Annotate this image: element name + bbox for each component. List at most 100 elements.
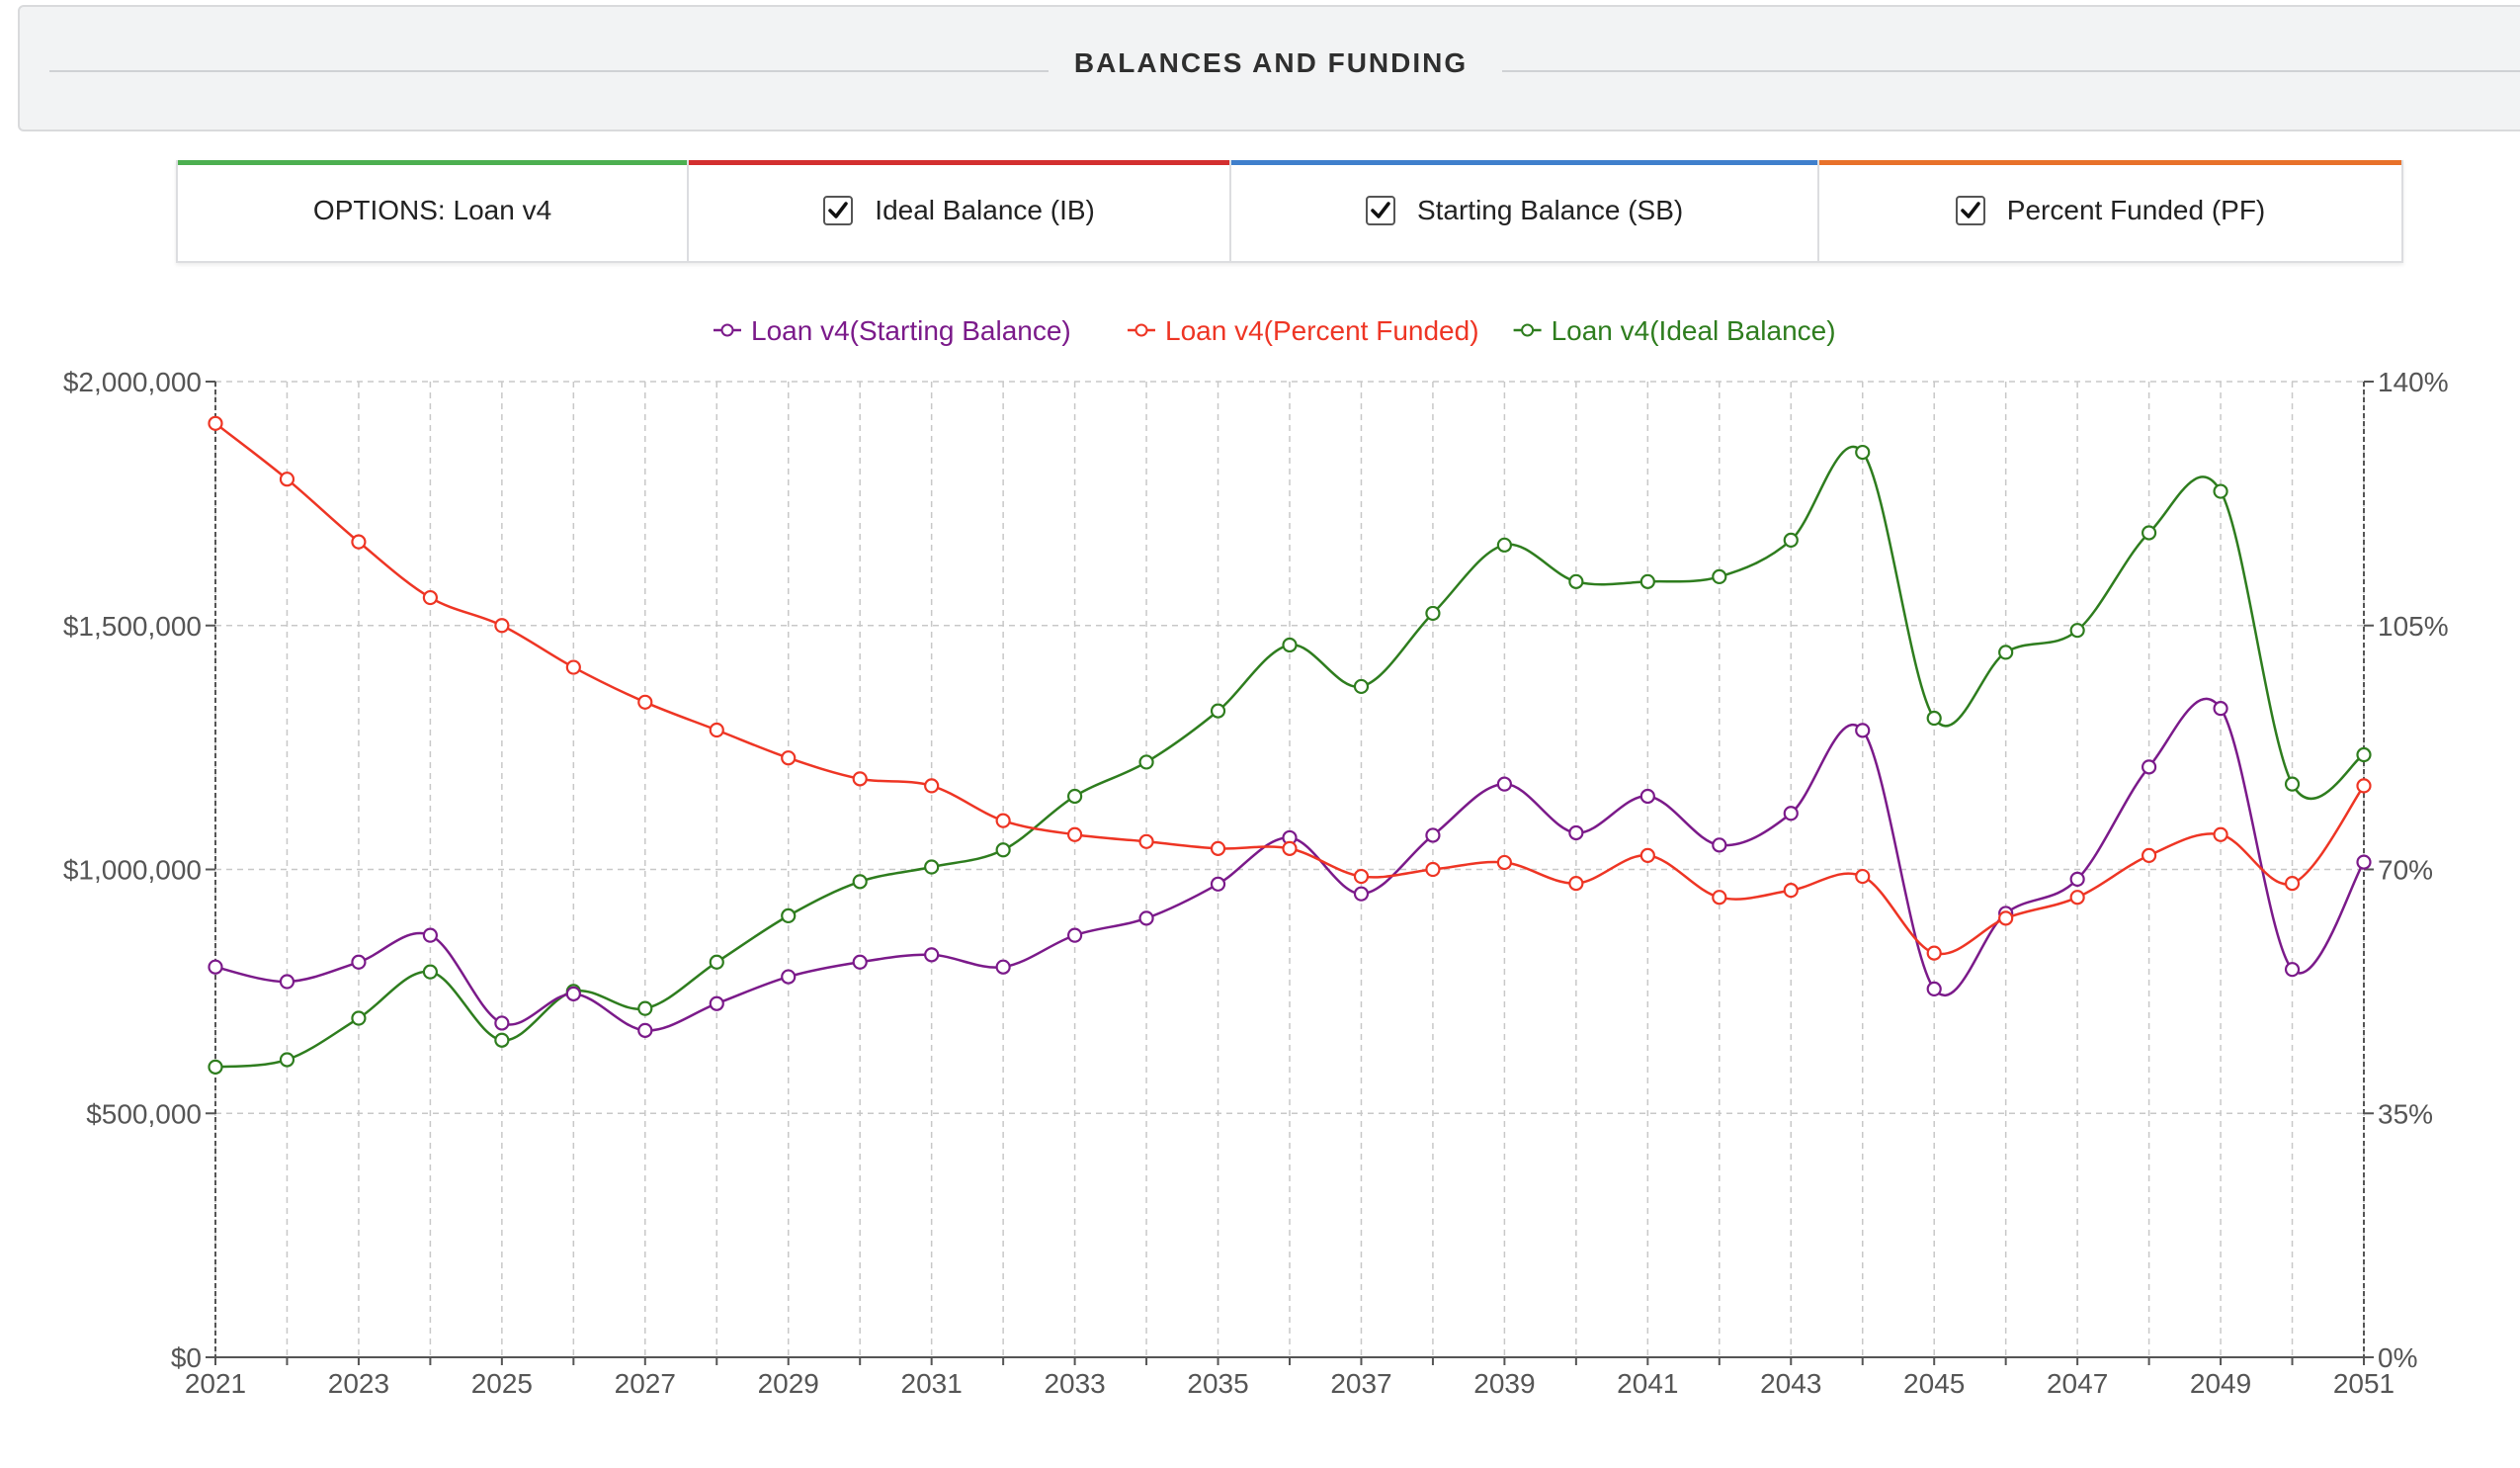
series-loan-v4-percent-funded-point[interactable] <box>1353 868 1370 885</box>
series-loan-v4-ideal-balance-point[interactable] <box>2069 623 2085 639</box>
series-loan-v4-starting-balance-point[interactable] <box>1855 723 1871 738</box>
series-loan-v4-starting-balance-point[interactable] <box>422 927 438 943</box>
series-loan-v4-percent-funded-point[interactable] <box>1639 847 1655 864</box>
series-loan-v4-ideal-balance-point[interactable] <box>351 1010 367 1026</box>
series-loan-v4-ideal-balance-point[interactable] <box>924 859 940 875</box>
series-loan-v4-starting-balance-point[interactable] <box>1639 788 1655 805</box>
series-loan-v4-percent-funded-point[interactable] <box>781 750 797 766</box>
series-loan-v4-starting-balance-point[interactable] <box>2069 871 2085 887</box>
series-loan-v4-ideal-balance-point[interactable] <box>1210 703 1226 719</box>
series-loan-v4-percent-funded-point[interactable] <box>2069 890 2085 906</box>
toggle-starting-balance[interactable]: Starting Balance (SB) <box>1231 160 1820 261</box>
series-loan-v4-percent-funded-point[interactable] <box>995 813 1011 828</box>
series-loan-v4-ideal-balance-point[interactable] <box>2356 746 2372 763</box>
series-loan-v4-ideal-balance-point[interactable] <box>2284 776 2301 792</box>
series-loan-v4-percent-funded-point[interactable] <box>279 472 295 487</box>
series-loan-v4-percent-funded-point[interactable] <box>1496 854 1513 871</box>
series-loan-v4-ideal-balance-point[interactable] <box>781 907 797 923</box>
checkbox-percent-funded[interactable] <box>1955 196 1985 225</box>
series-loan-v4-ideal-balance-point[interactable] <box>709 954 724 970</box>
series-loan-v4-percent-funded-point[interactable] <box>1855 868 1871 885</box>
series-loan-v4-starting-balance-point[interactable] <box>1066 927 1083 943</box>
series-loan-v4-ideal-balance-point[interactable] <box>1282 637 1298 653</box>
series-loan-v4-ideal-balance-point[interactable] <box>1425 605 1441 622</box>
series-loan-v4-percent-funded-point[interactable] <box>2284 875 2301 892</box>
series-loan-v4-ideal-balance-point[interactable] <box>1138 754 1154 770</box>
toggle-percent-funded[interactable]: Percent Funded (PF) <box>1819 160 2401 261</box>
series-loan-v4-percent-funded-point[interactable] <box>709 722 724 738</box>
series-loan-v4-percent-funded-point[interactable] <box>2142 847 2157 864</box>
series-loan-v4-percent-funded-point[interactable] <box>351 534 367 550</box>
series-loan-v4-percent-funded-point[interactable] <box>1783 883 1799 899</box>
series-loan-v4-ideal-balance-point[interactable] <box>1066 788 1083 805</box>
series-loan-v4-starting-balance-point[interactable] <box>1926 981 1942 997</box>
series-loan-v4-ideal-balance-point[interactable] <box>1496 537 1513 553</box>
series-loan-v4-ideal-balance-point[interactable] <box>1926 710 1942 727</box>
legend-item[interactable]: Loan v4(Starting Balance) <box>714 315 1071 346</box>
series-loan-v4-percent-funded-point[interactable] <box>208 415 223 431</box>
series-loan-v4-starting-balance-point[interactable] <box>2284 962 2301 978</box>
series-loan-v4-percent-funded-point[interactable] <box>2213 826 2228 842</box>
series-loan-v4-starting-balance-point[interactable] <box>2142 759 2157 775</box>
series-loan-v4-percent-funded-point[interactable] <box>1210 840 1226 856</box>
series-loan-v4-starting-balance-point[interactable] <box>2356 854 2372 870</box>
series-loan-v4-percent-funded-point[interactable] <box>637 694 653 710</box>
series-loan-v4-starting-balance-point[interactable] <box>924 947 940 963</box>
series-loan-v4-ideal-balance-point[interactable] <box>2213 483 2228 499</box>
series-loan-v4-starting-balance-point[interactable] <box>1783 806 1799 821</box>
series-loan-v4-starting-balance-point[interactable] <box>565 986 581 1001</box>
toggle-ideal-balance[interactable]: Ideal Balance (IB) <box>689 160 1232 261</box>
series-loan-v4-percent-funded-point[interactable] <box>1425 861 1441 878</box>
scenario-selector[interactable]: OPTIONS: Loan v4 <box>178 160 690 261</box>
series-loan-v4-starting-balance-point[interactable] <box>2213 701 2228 717</box>
series-loan-v4-starting-balance-point[interactable] <box>1425 827 1441 843</box>
series-loan-v4-ideal-balance-point[interactable] <box>637 1000 653 1016</box>
series-loan-v4-percent-funded-point[interactable] <box>1712 890 1727 906</box>
series-loan-v4-ideal-balance-point[interactable] <box>279 1052 295 1068</box>
series-loan-v4-ideal-balance-point[interactable] <box>422 964 438 980</box>
series-loan-v4-percent-funded-point[interactable] <box>1282 840 1298 856</box>
series-loan-v4-ideal-balance-point[interactable] <box>1783 532 1799 548</box>
series-loan-v4-percent-funded-point[interactable] <box>1066 826 1083 842</box>
legend-item[interactable]: Loan v4(Percent Funded) <box>1128 315 1479 346</box>
series-loan-v4-starting-balance-point[interactable] <box>1712 837 1727 853</box>
series-loan-v4-percent-funded-point[interactable] <box>1138 833 1154 849</box>
series-loan-v4-percent-funded-point[interactable] <box>422 589 438 606</box>
series-loan-v4-starting-balance-point[interactable] <box>995 959 1011 975</box>
series-loan-v4-ideal-balance-point[interactable] <box>2142 525 2157 541</box>
series-loan-v4-starting-balance-point[interactable] <box>1353 886 1370 902</box>
series-loan-v4-percent-funded-point[interactable] <box>565 659 581 675</box>
series-loan-v4-ideal-balance-point[interactable] <box>1712 568 1727 584</box>
checkbox-starting-balance[interactable] <box>1365 196 1395 225</box>
series-loan-v4-starting-balance-point[interactable] <box>852 954 868 970</box>
series-loan-v4-ideal-balance-point[interactable] <box>494 1032 510 1048</box>
series-loan-v4-starting-balance-point[interactable] <box>494 1015 510 1031</box>
series-loan-v4-ideal-balance-point[interactable] <box>1353 678 1370 695</box>
series-loan-v4-percent-funded-point[interactable] <box>1568 875 1584 892</box>
series-loan-v4-ideal-balance-point[interactable] <box>1998 645 2014 660</box>
legend-item[interactable]: Loan v4(Ideal Balance) <box>1513 315 1836 346</box>
series-loan-v4-percent-funded-point[interactable] <box>2356 778 2372 794</box>
series-loan-v4-percent-funded-point[interactable] <box>1998 910 2014 926</box>
series-loan-v4-percent-funded-point[interactable] <box>924 778 940 794</box>
legend[interactable]: Loan v4(Starting Balance) Loan v4(Percent… <box>714 315 1836 346</box>
series-loan-v4-ideal-balance-point[interactable] <box>208 1059 223 1075</box>
series-loan-v4-starting-balance-point[interactable] <box>1568 824 1584 841</box>
checkbox-ideal-balance[interactable] <box>823 196 854 225</box>
series-loan-v4-ideal-balance-point[interactable] <box>1639 573 1655 589</box>
series-loan-v4-percent-funded-point[interactable] <box>1926 945 1942 961</box>
series-loan-v4-percent-funded-point[interactable] <box>494 618 510 634</box>
series-loan-v4-ideal-balance-point[interactable] <box>1568 573 1584 589</box>
series-loan-v4-starting-balance-point[interactable] <box>781 969 797 985</box>
series-loan-v4-starting-balance-point[interactable] <box>1138 910 1154 926</box>
series-loan-v4-ideal-balance-point[interactable] <box>852 874 868 890</box>
series-loan-v4-starting-balance-point[interactable] <box>709 995 724 1011</box>
series-loan-v4-starting-balance-point[interactable] <box>637 1022 653 1038</box>
series-loan-v4-ideal-balance-point[interactable] <box>995 842 1011 858</box>
series-loan-v4-ideal-balance-point[interactable] <box>1855 444 1871 461</box>
series-loan-v4-starting-balance-point[interactable] <box>351 954 367 970</box>
series-loan-v4-percent-funded-point[interactable] <box>852 771 868 787</box>
series-loan-v4-starting-balance-point[interactable] <box>1496 776 1513 792</box>
series-loan-v4-starting-balance-point[interactable] <box>279 974 295 990</box>
series-loan-v4-starting-balance-point[interactable] <box>208 959 223 975</box>
